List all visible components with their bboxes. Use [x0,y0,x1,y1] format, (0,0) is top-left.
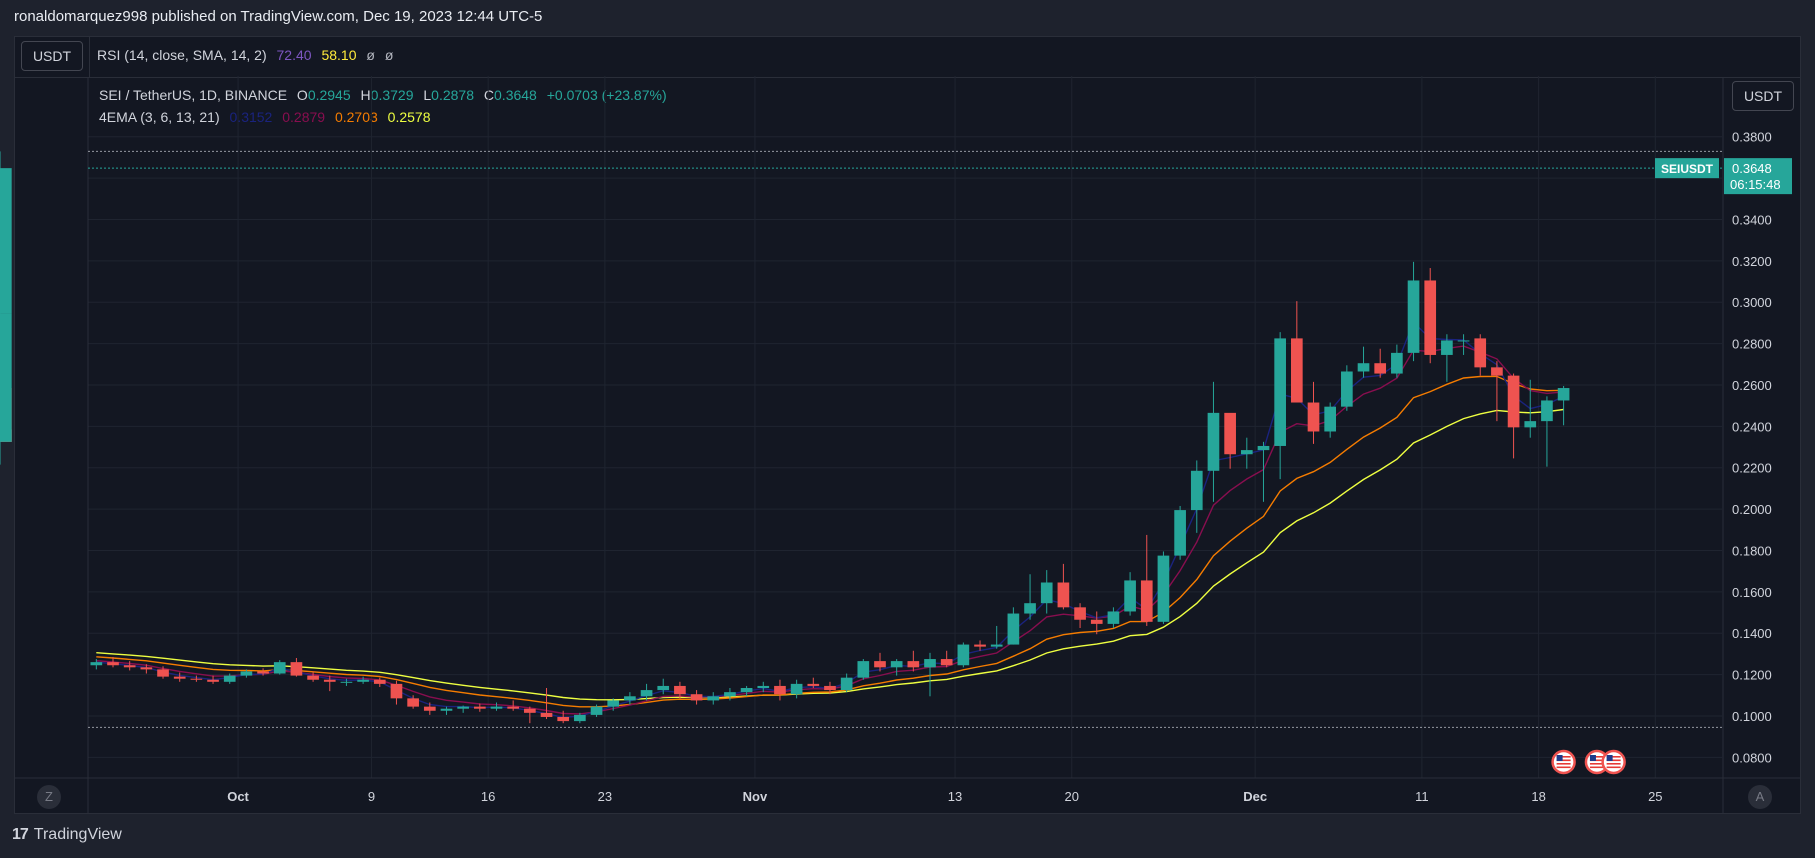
rsi-na-1: ø [366,47,375,63]
published-line: ronaldomarquez998 published on TradingVi… [14,8,543,25]
rsi-label: RSI (14, close, SMA, 14, 2) [97,47,267,63]
candle [0,425,12,446]
ema-legend[interactable]: 4EMA (3, 6, 13, 21) 0.3152 0.2879 0.2703… [99,109,431,125]
high-value: 0.3729 [370,87,414,103]
indicator-bar: USDT RSI (14, close, SMA, 14, 2) 72.40 5… [15,37,1800,78]
candle [0,388,12,446]
candle-body [0,168,12,314]
rsi-value: 72.40 [276,47,312,63]
currency-button[interactable]: USDT [21,41,83,71]
low-value: 0.2878 [431,87,474,103]
ema-label: 4EMA (3, 6, 13, 21) [99,109,220,125]
candle-body [0,429,12,442]
rsi-legend[interactable]: RSI (14, close, SMA, 14, 2) 72.40 58.10 … [97,47,393,63]
low-label: L [423,87,432,103]
candle [0,429,12,455]
close-label: C [483,87,495,103]
divider [89,37,90,77]
symbol-legend: SEI / TetherUS, 1D, BINANCE O0.2945 H0.3… [99,87,667,103]
tradingview-logo-icon[interactable]: 17 [12,826,29,843]
close-value: 0.3648 [494,87,537,103]
ema-value-6: 0.2879 [282,109,326,125]
high-label: H [360,87,371,103]
change-value: +0.0703 (+23.87%) [546,87,667,103]
candle-body [0,429,12,442]
price-axis-currency-button[interactable]: USDT [1732,81,1794,111]
auto-scale-button[interactable]: A [1748,785,1772,809]
rsi-na-2: ø [384,47,394,63]
candle [0,151,12,328]
ema-value-13: 0.2703 [334,109,378,125]
chart-frame: USDT RSI (14, close, SMA, 14, 2) 72.40 5… [14,36,1801,814]
footer: 17 TradingView [12,826,122,844]
log-scale-button[interactable]: Z [37,785,61,809]
open-label: O [296,87,308,103]
candle-body [0,388,12,442]
open-value: 0.2945 [307,87,351,103]
candle-body [0,313,12,442]
rsi-sma-value: 58.10 [321,47,357,63]
candle [0,305,12,465]
ema-value-21: 0.2578 [387,109,431,125]
symbol-title[interactable]: SEI / TetherUS, 1D, BINANCE [99,87,288,103]
ema-value-3: 0.3152 [229,109,273,125]
footer-brand[interactable]: TradingView [33,826,122,843]
